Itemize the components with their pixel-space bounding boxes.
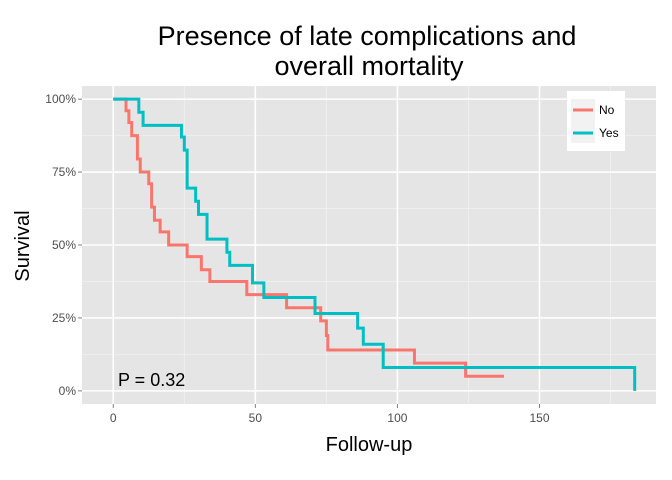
survival-curve-yes (113, 97, 637, 391)
p-value-annotation: P = 0.32 (118, 370, 185, 390)
survival-curve-no (113, 97, 504, 378)
x-axis-title: Follow-up (326, 434, 413, 456)
x-tick-label: 150 (529, 411, 549, 425)
legend-label-no: No (599, 103, 615, 117)
x-tick-label: 50 (249, 411, 263, 425)
legend: No Yes (567, 91, 625, 151)
y-tick-label: 75% (52, 165, 76, 179)
chart-title-line-1: Presence of late complications and (158, 21, 577, 51)
y-tick-label: 50% (52, 238, 76, 252)
x-tick-label: 0 (110, 411, 117, 425)
legend-label-yes: Yes (599, 126, 619, 140)
y-axis-title: Survival (12, 210, 34, 281)
y-tick-label: 100% (45, 92, 76, 106)
x-axis: 0 50 100 150 (110, 404, 550, 425)
chart-title-line-2: overall mortality (274, 51, 464, 81)
series-layer (113, 97, 637, 391)
y-tick-label: 0% (59, 384, 77, 398)
y-tick-label: 25% (52, 311, 76, 325)
y-axis: 0% 25% 50% 75% 100% (45, 92, 82, 398)
x-tick-label: 100 (387, 411, 407, 425)
